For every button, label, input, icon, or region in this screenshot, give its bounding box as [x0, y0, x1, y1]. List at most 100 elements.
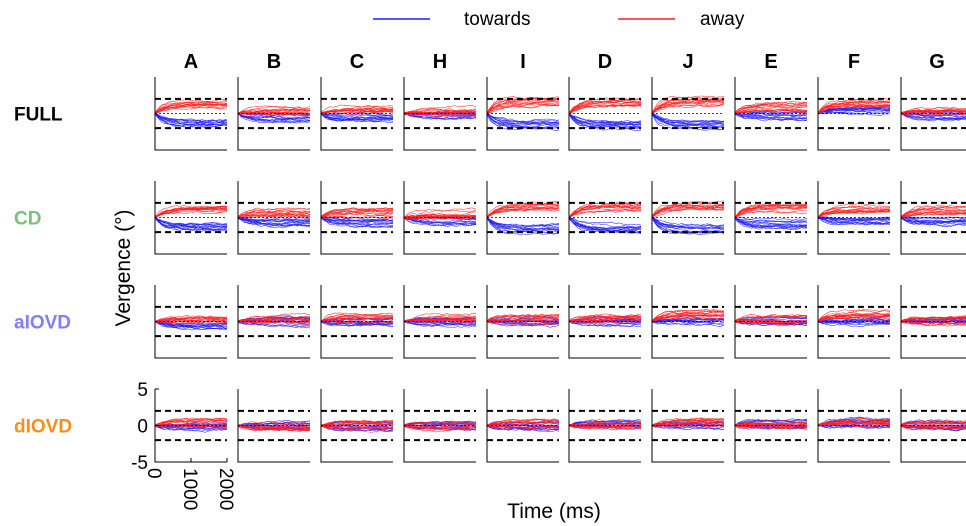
- trace-towards: [155, 113, 228, 124]
- trace-towards: [404, 217, 477, 227]
- panel-diovd-h: [403, 389, 477, 463]
- panel-cd-j: [651, 181, 725, 255]
- trace-away: [901, 106, 966, 114]
- trace-away: [321, 313, 394, 323]
- panel-full-i: [486, 77, 560, 151]
- trace-away: [818, 103, 891, 114]
- panel-diovd-d: [568, 389, 642, 463]
- trace-away: [238, 420, 311, 426]
- trace-away: [321, 422, 394, 426]
- panel-axes: [486, 389, 559, 463]
- trace-away: [321, 421, 394, 427]
- trace-towards: [569, 321, 642, 327]
- trace-towards: [901, 216, 966, 223]
- trace-away: [155, 206, 228, 219]
- trace-away: [735, 204, 808, 218]
- trace-towards: [735, 113, 808, 121]
- panel-axes: [320, 389, 393, 463]
- trace-away: [155, 100, 228, 113]
- trace-away: [569, 316, 642, 323]
- trace-towards: [487, 217, 560, 228]
- trace-away: [569, 208, 642, 218]
- trace-towards: [155, 320, 228, 330]
- panel-diovd-b: [237, 389, 311, 463]
- trace-away: [818, 417, 891, 427]
- trace-away: [487, 203, 560, 218]
- panel-axes: [568, 181, 641, 255]
- legend-away-label: away: [700, 9, 745, 30]
- trace-away: [901, 319, 966, 323]
- column-header-c: C: [350, 51, 364, 73]
- trace-away: [652, 104, 725, 114]
- panel-aiovd-h: [403, 285, 477, 359]
- trace-away: [321, 314, 394, 321]
- trace-away: [404, 314, 477, 322]
- x-tick-label: 0: [143, 468, 164, 479]
- trace-towards: [487, 217, 560, 229]
- panel-aiovd-b: [237, 285, 311, 359]
- trace-towards: [238, 216, 311, 226]
- trace-towards: [735, 113, 808, 119]
- trace-away: [321, 312, 394, 323]
- trace-away: [487, 425, 560, 430]
- trace-towards: [155, 216, 228, 229]
- y-tick-label: 5: [137, 380, 148, 401]
- trace-towards: [652, 113, 725, 123]
- column-header-g: G: [929, 51, 945, 73]
- trace-away: [901, 421, 966, 426]
- trace-towards: [818, 108, 891, 115]
- panel-axes: [486, 181, 559, 255]
- row-label-aiovd: aIOVD: [14, 313, 71, 334]
- panel-cd-c: [320, 181, 394, 255]
- trace-away: [569, 317, 642, 323]
- trace-away: [155, 319, 228, 323]
- trace-towards: [238, 216, 311, 227]
- trace-away: [321, 419, 394, 426]
- panel-cd-b: [237, 181, 311, 255]
- panel-axes: [403, 77, 476, 151]
- panel-aiovd-j: [651, 285, 725, 359]
- trace-towards: [321, 113, 394, 124]
- panel-full-h: [403, 77, 477, 151]
- trace-towards: [569, 112, 642, 124]
- trace-towards: [652, 216, 725, 230]
- trace-away: [321, 425, 394, 431]
- trace-away: [735, 319, 808, 324]
- trace-away: [818, 100, 891, 114]
- panel-axes: [651, 77, 724, 151]
- row-label-diovd: dIOVD: [14, 417, 72, 438]
- trace-towards: [155, 425, 228, 433]
- panel-axes: [651, 181, 724, 255]
- trace-away: [487, 207, 559, 219]
- trace-away: [321, 209, 394, 218]
- column-header-i: I: [520, 51, 526, 73]
- trace-away: [901, 424, 966, 430]
- trace-towards: [901, 113, 966, 121]
- trace-away: [321, 424, 394, 431]
- trace-towards: [155, 113, 228, 122]
- trace-away: [238, 211, 311, 218]
- trace-towards: [901, 216, 966, 221]
- panel-axes: [320, 181, 393, 255]
- trace-away: [901, 109, 966, 115]
- trace-towards: [735, 112, 808, 122]
- panel-aiovd-g: [900, 285, 966, 359]
- trace-away: [487, 100, 560, 114]
- panel-aiovd-d: [568, 285, 642, 359]
- trace-away: [487, 418, 560, 426]
- trace-away: [404, 425, 477, 433]
- trace-towards: [238, 217, 311, 225]
- trace-towards: [321, 112, 394, 123]
- panel-axes: [734, 285, 807, 359]
- panel-axes: [817, 285, 890, 359]
- trace-away: [404, 108, 477, 114]
- trace-towards: [818, 216, 891, 226]
- trace-towards: [155, 425, 228, 431]
- trace-away: [487, 104, 560, 114]
- row-label-cd: CD: [14, 209, 41, 230]
- trace-away: [652, 419, 725, 426]
- trace-towards: [818, 217, 891, 225]
- trace-towards: [487, 424, 560, 433]
- trace-towards: [818, 216, 891, 221]
